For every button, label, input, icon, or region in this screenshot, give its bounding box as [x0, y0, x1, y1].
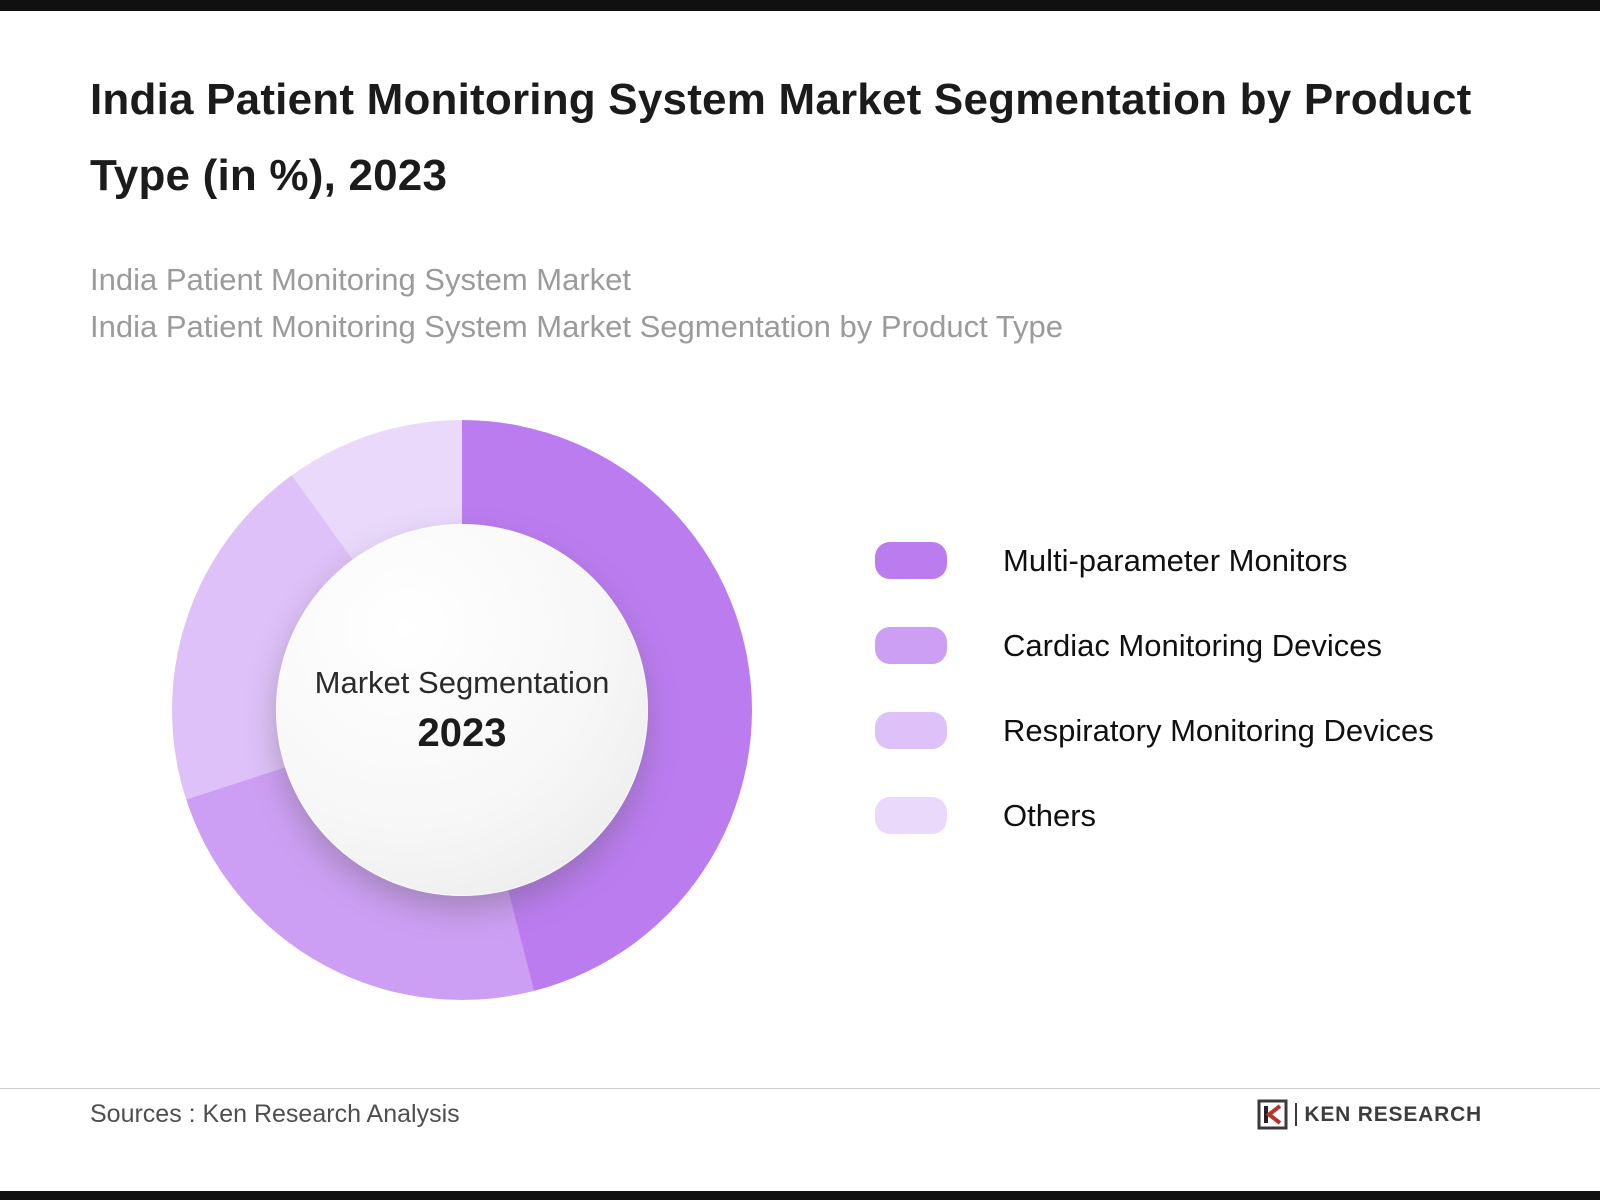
ken-research-icon [1257, 1099, 1288, 1130]
brand-logo: KEN RESEARCH [1257, 1099, 1482, 1130]
subtitle-block: India Patient Monitoring System Market I… [90, 256, 1500, 350]
subtitle-line-1: India Patient Monitoring System Market [90, 262, 632, 297]
legend-swatch-respiratory [875, 712, 947, 749]
donut-chart: Market Segmentation 2023 [172, 420, 752, 1000]
legend-item: Cardiac Monitoring Devices [875, 627, 1434, 664]
brand-text: KEN RESEARCH [1304, 1102, 1482, 1126]
legend-swatch-multi-parameter [875, 542, 947, 579]
donut-center-label: Market Segmentation [314, 664, 610, 700]
legend-item: Multi-parameter Monitors [875, 542, 1434, 579]
footer-divider [0, 1088, 1600, 1089]
top-accent-bar [0, 0, 1600, 11]
legend-label: Multi-parameter Monitors [1003, 542, 1348, 578]
legend-item: Others [875, 797, 1434, 834]
sources-text: Sources : Ken Research Analysis [90, 1100, 460, 1128]
legend-label: Others [1003, 797, 1097, 833]
legend-item: Respiratory Monitoring Devices [875, 712, 1434, 749]
legend-label: Respiratory Monitoring Devices [1003, 712, 1434, 748]
legend-swatch-cardiac [875, 627, 947, 664]
brand-divider [1295, 1103, 1298, 1126]
donut-center: Market Segmentation 2023 [276, 524, 648, 896]
subtitle-line-2: India Patient Monitoring System Market S… [90, 309, 1063, 345]
chart-legend: Multi-parameter Monitors Cardiac Monitor… [875, 542, 1434, 834]
donut-center-year: 2023 [417, 710, 507, 755]
legend-swatch-others [875, 797, 947, 834]
legend-label: Cardiac Monitoring Devices [1003, 627, 1383, 663]
page-title: India Patient Monitoring System Market S… [90, 75, 1472, 200]
bottom-accent-bar [0, 1191, 1600, 1200]
